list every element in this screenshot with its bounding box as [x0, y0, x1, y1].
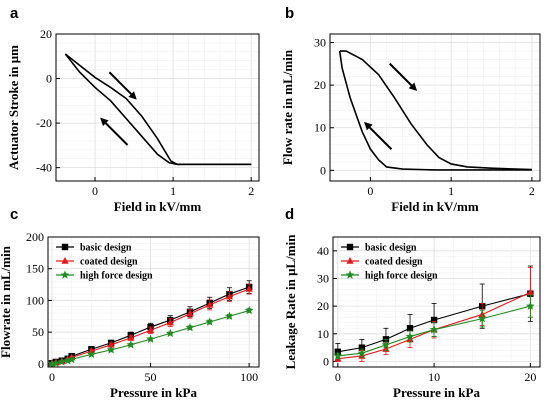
y-tick-label: 0	[38, 357, 44, 371]
panel-a: a 0 1 2 -40 -20 0 20 Field in kV/mm Actuator Stro…	[6, 5, 259, 214]
x-tick-label: 1	[448, 184, 454, 198]
y-axis-title: Flow rate in mL/min	[280, 49, 295, 165]
x-tick-label: 0	[92, 184, 98, 198]
series-branch-0	[65, 54, 251, 164]
panel-d: d 0 10 20 0 10 20 30 40 Pressure in kPa Leakage Ra…	[283, 206, 540, 400]
legend-label: coated design	[80, 257, 138, 268]
x-axis-title: Pressure in kPa	[393, 385, 480, 400]
series-line	[340, 51, 532, 169]
y-axis-title: Leakage Rate in μL/min	[283, 234, 298, 370]
x-tick-label: 2	[248, 184, 254, 198]
y-tick-label: 10	[317, 327, 329, 341]
series-branch-0	[340, 51, 532, 169]
panel-letter: a	[10, 5, 19, 22]
legend-marker	[61, 270, 70, 278]
x-tick-label: 0	[49, 370, 55, 384]
y-tick-label: 0	[320, 163, 326, 177]
y-tick-label: 20	[317, 299, 329, 313]
legend-label: basic design	[365, 243, 417, 254]
y-tick-label: 100	[26, 293, 44, 307]
y-tick-label: 40	[317, 244, 329, 258]
series-line	[65, 54, 251, 164]
y-tick-label: -20	[36, 116, 52, 130]
y-tick-label: 0	[323, 354, 329, 368]
x-tick-label: 100	[240, 370, 258, 384]
legend-label: basic design	[80, 243, 132, 254]
x-tick-label: 1	[170, 184, 176, 198]
y-tick-label: 20	[40, 27, 52, 41]
x-tick-label: 10	[428, 370, 440, 384]
y-tick-label: 50	[32, 325, 44, 339]
legend-label: high force design	[80, 271, 153, 282]
y-tick-label: 150	[26, 262, 44, 276]
series-branch-1	[65, 54, 251, 164]
x-tick-label: 20	[524, 370, 536, 384]
y-tick-label: 30	[317, 271, 329, 285]
x-axis-title: Field in kV/mm	[391, 199, 479, 214]
panel-letter: d	[285, 206, 294, 223]
x-tick-label: 2	[529, 184, 535, 198]
panel-letter: b	[285, 5, 294, 22]
y-tick-label: 20	[314, 78, 326, 92]
y-tick-label: 10	[314, 121, 326, 135]
direction-arrow	[109, 72, 135, 98]
legend-label: coated design	[365, 257, 423, 268]
y-tick-label: -40	[36, 161, 52, 175]
legend-label: high force design	[365, 271, 438, 282]
legend-marker	[62, 244, 68, 250]
legend-marker	[347, 244, 353, 250]
legend: basic design coated design high force desi…	[56, 243, 153, 282]
y-tick-label: 30	[314, 36, 326, 50]
y-axis-title: Flowrate in mL/min	[0, 245, 13, 358]
x-axis-title: Pressure in kPa	[110, 385, 197, 400]
x-tick-label: 0	[367, 184, 373, 198]
panel-c: c 0 50 100 0 50 100 150 200 Pressure in kPa Flowra…	[0, 206, 259, 400]
legend-marker	[346, 270, 355, 278]
x-axis-title: Field in kV/mm	[114, 199, 202, 214]
panel-letter: c	[10, 206, 18, 223]
x-tick-label: 50	[145, 370, 157, 384]
data-point	[407, 325, 413, 331]
y-axis-title: Actuator Stroke in μm	[6, 45, 21, 170]
y-tick-label: 0	[46, 72, 52, 86]
x-tick-label: 0	[335, 370, 341, 384]
series-line	[65, 54, 251, 164]
y-tick-label: 200	[26, 230, 44, 244]
